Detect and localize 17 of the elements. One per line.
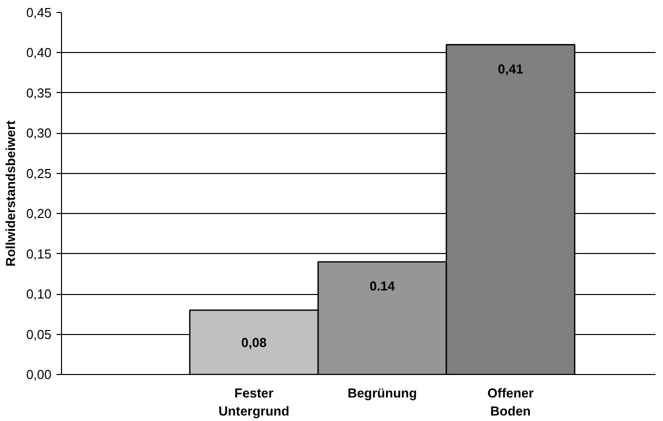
y-tick-label: 0,15 [26,246,52,262]
y-tick-label: 0,20 [26,206,52,222]
y-tick-label: 0,30 [26,126,52,141]
y-tick-label: 0,40 [26,45,52,60]
data-label: 0,41 [498,61,524,76]
data-label: 0,08 [241,334,267,350]
data-label: 0.14 [370,278,396,294]
y-tick-label: 0,10 [26,286,52,302]
x-tick-label: Fester Untergrund [218,386,290,418]
y-tick-label: 0,00 [26,367,52,382]
y-axis-title: Rollwiderstandsbeiwert [3,120,18,266]
x-tick-label: Begrünung [348,386,417,400]
y-tick-label: 0,35 [26,85,52,100]
y-tick-label: 0,05 [26,326,52,342]
y-tick-label: 0,45 [26,5,52,20]
x-tick-label: Offener Boden [487,386,534,418]
y-tick-label: 0,25 [26,166,52,181]
